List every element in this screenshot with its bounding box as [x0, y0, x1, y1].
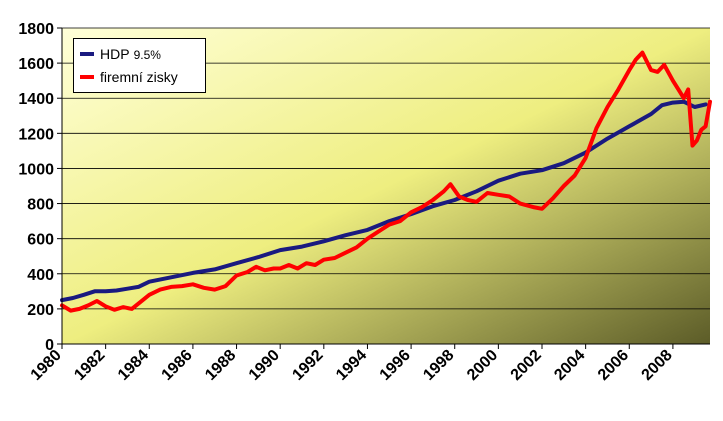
x-tick-label-1992: 1992 — [289, 347, 326, 384]
y-tick-label-1600: 1600 — [18, 56, 54, 73]
x-tick-label-1984: 1984 — [115, 347, 152, 384]
y-tick-label-1800: 1800 — [18, 21, 54, 38]
x-axis-tick-labels: 1980 1982 1984 1986 1988 1990 1992 1994 1996 1998… — [28, 344, 676, 384]
chart-legend: HDP 9.5% firemní zisky — [73, 38, 206, 93]
legend-item-hdp: HDP 9.5% — [80, 44, 161, 64]
x-tick-label-1990: 1990 — [246, 347, 283, 384]
x-tick-label-1980: 1980 — [28, 347, 65, 384]
x-tick-label-1996: 1996 — [377, 347, 414, 384]
y-tick-label-1400: 1400 — [18, 91, 54, 108]
y-tick-label-0: 0 — [45, 337, 54, 354]
series-lines — [60, 50, 712, 313]
series-line-hdp — [60, 99, 708, 303]
legend-label-firemni-zisky: firemní zisky — [100, 69, 178, 85]
y-tick-label-1000: 1000 — [18, 161, 54, 178]
x-tick-label-1988: 1988 — [202, 347, 239, 384]
y-tick-label-200: 200 — [27, 302, 54, 319]
legend-label-hdp: HDP 9.5% — [100, 46, 161, 62]
x-tick-label-2008: 2008 — [639, 347, 676, 384]
legend-swatch-hdp — [80, 52, 94, 56]
legend-item-firemni-zisky: firemní zisky — [80, 67, 178, 87]
y-tick-label-600: 600 — [27, 232, 54, 249]
x-tick-label-1982: 1982 — [71, 347, 108, 384]
x-tick-label-2000: 2000 — [464, 347, 501, 384]
series-line-firemni-zisky — [60, 50, 712, 313]
x-tick-label-1998: 1998 — [420, 347, 457, 384]
y-tick-label-800: 800 — [27, 197, 54, 214]
y-tick-label-400: 400 — [27, 267, 54, 284]
x-tick-label-1994: 1994 — [333, 347, 370, 384]
x-tick-label-2002: 2002 — [508, 347, 545, 384]
x-tick-label-1986: 1986 — [159, 347, 196, 384]
x-tick-label-2006: 2006 — [595, 347, 632, 384]
x-tick-label-2004: 2004 — [551, 347, 588, 384]
legend-swatch-firemni-zisky — [80, 75, 94, 79]
y-tick-label-1200: 1200 — [18, 126, 54, 143]
y-axis-tick-labels: 0 200 400 600 800 1000 1200 1400 1600 1800 — [18, 21, 62, 354]
